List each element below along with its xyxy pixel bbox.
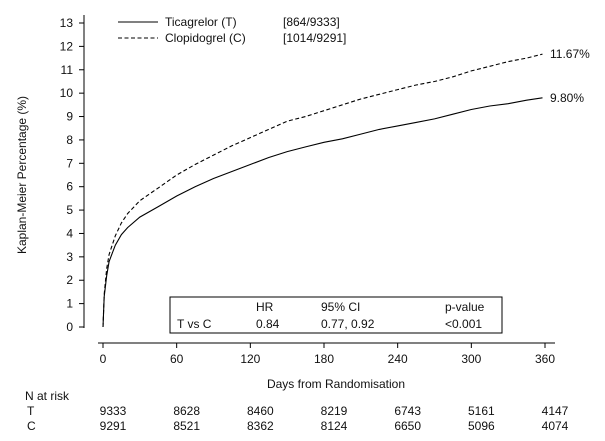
clopidogrel-end-label: 11.67% [550,47,590,61]
risk-count: 5161 [468,404,495,418]
x-axis-label: Days from Randomisation [267,377,405,391]
x-tick-label: 360 [535,352,555,366]
y-tick-label: 4 [66,226,73,240]
risk-count: 8521 [173,419,200,433]
y-tick-label: 5 [66,203,73,217]
y-axis-label: Kaplan-Meier Percentage (%) [15,96,29,254]
risk-count: 4074 [542,419,569,433]
y-tick-label: 12 [60,39,74,53]
y-tick-label: 11 [61,63,74,77]
stats-header: HR [256,300,274,314]
risk-count: 4147 [542,404,569,418]
x-tick-label: 120 [240,352,260,366]
stats-value: 0.77, 0.92 [321,317,375,331]
stats-value: <0.001 [445,317,482,331]
y-tick-label: 3 [66,250,73,264]
x-tick-label: 240 [388,352,408,366]
risk-table-title: N at risk [25,389,70,403]
risk-count: 5096 [468,419,495,433]
x-tick-label: 0 [100,352,107,366]
risk-count: 8362 [247,419,274,433]
y-tick-label: 8 [66,133,73,147]
clopidogrel-curve [102,53,543,328]
risk-count: 8628 [173,404,200,418]
ticagrelor-end-label: 9.80% [550,91,584,105]
legend-series-count: [1014/9291] [283,31,346,45]
x-tick-label: 300 [461,352,481,366]
y-tick-label: 9 [66,110,73,124]
stats-header: p-value [445,300,485,314]
stats-value: 0.84 [256,317,280,331]
legend-series-name: Ticagrelor (T) [165,15,237,29]
legend-series-count: [864/9333] [283,15,340,29]
y-tick-label: 13 [60,16,74,30]
stats-row-label: T vs C [177,317,212,331]
risk-count: 9291 [100,419,127,433]
risk-count: 8219 [321,404,348,418]
risk-count: 8460 [247,404,274,418]
y-tick-label: 6 [66,180,73,194]
risk-count: 9333 [100,404,127,418]
y-tick-label: 1 [66,297,73,311]
risk-count: 8124 [321,419,348,433]
x-tick-label: 180 [314,352,334,366]
x-tick-label: 60 [170,352,184,366]
risk-row-label: C [27,419,36,433]
y-tick-label: 7 [66,156,73,170]
stats-box [169,296,503,334]
legend-series-name: Clopidogrel (C) [165,31,246,45]
ticagrelor-curve [102,97,543,328]
y-tick-label: 0 [66,320,73,334]
y-tick-label: 10 [60,86,74,100]
y-tick-label: 2 [66,273,73,287]
risk-row-label: T [27,404,35,418]
risk-count: 6743 [394,404,421,418]
risk-count: 6650 [394,419,421,433]
stats-header: 95% CI [321,300,360,314]
